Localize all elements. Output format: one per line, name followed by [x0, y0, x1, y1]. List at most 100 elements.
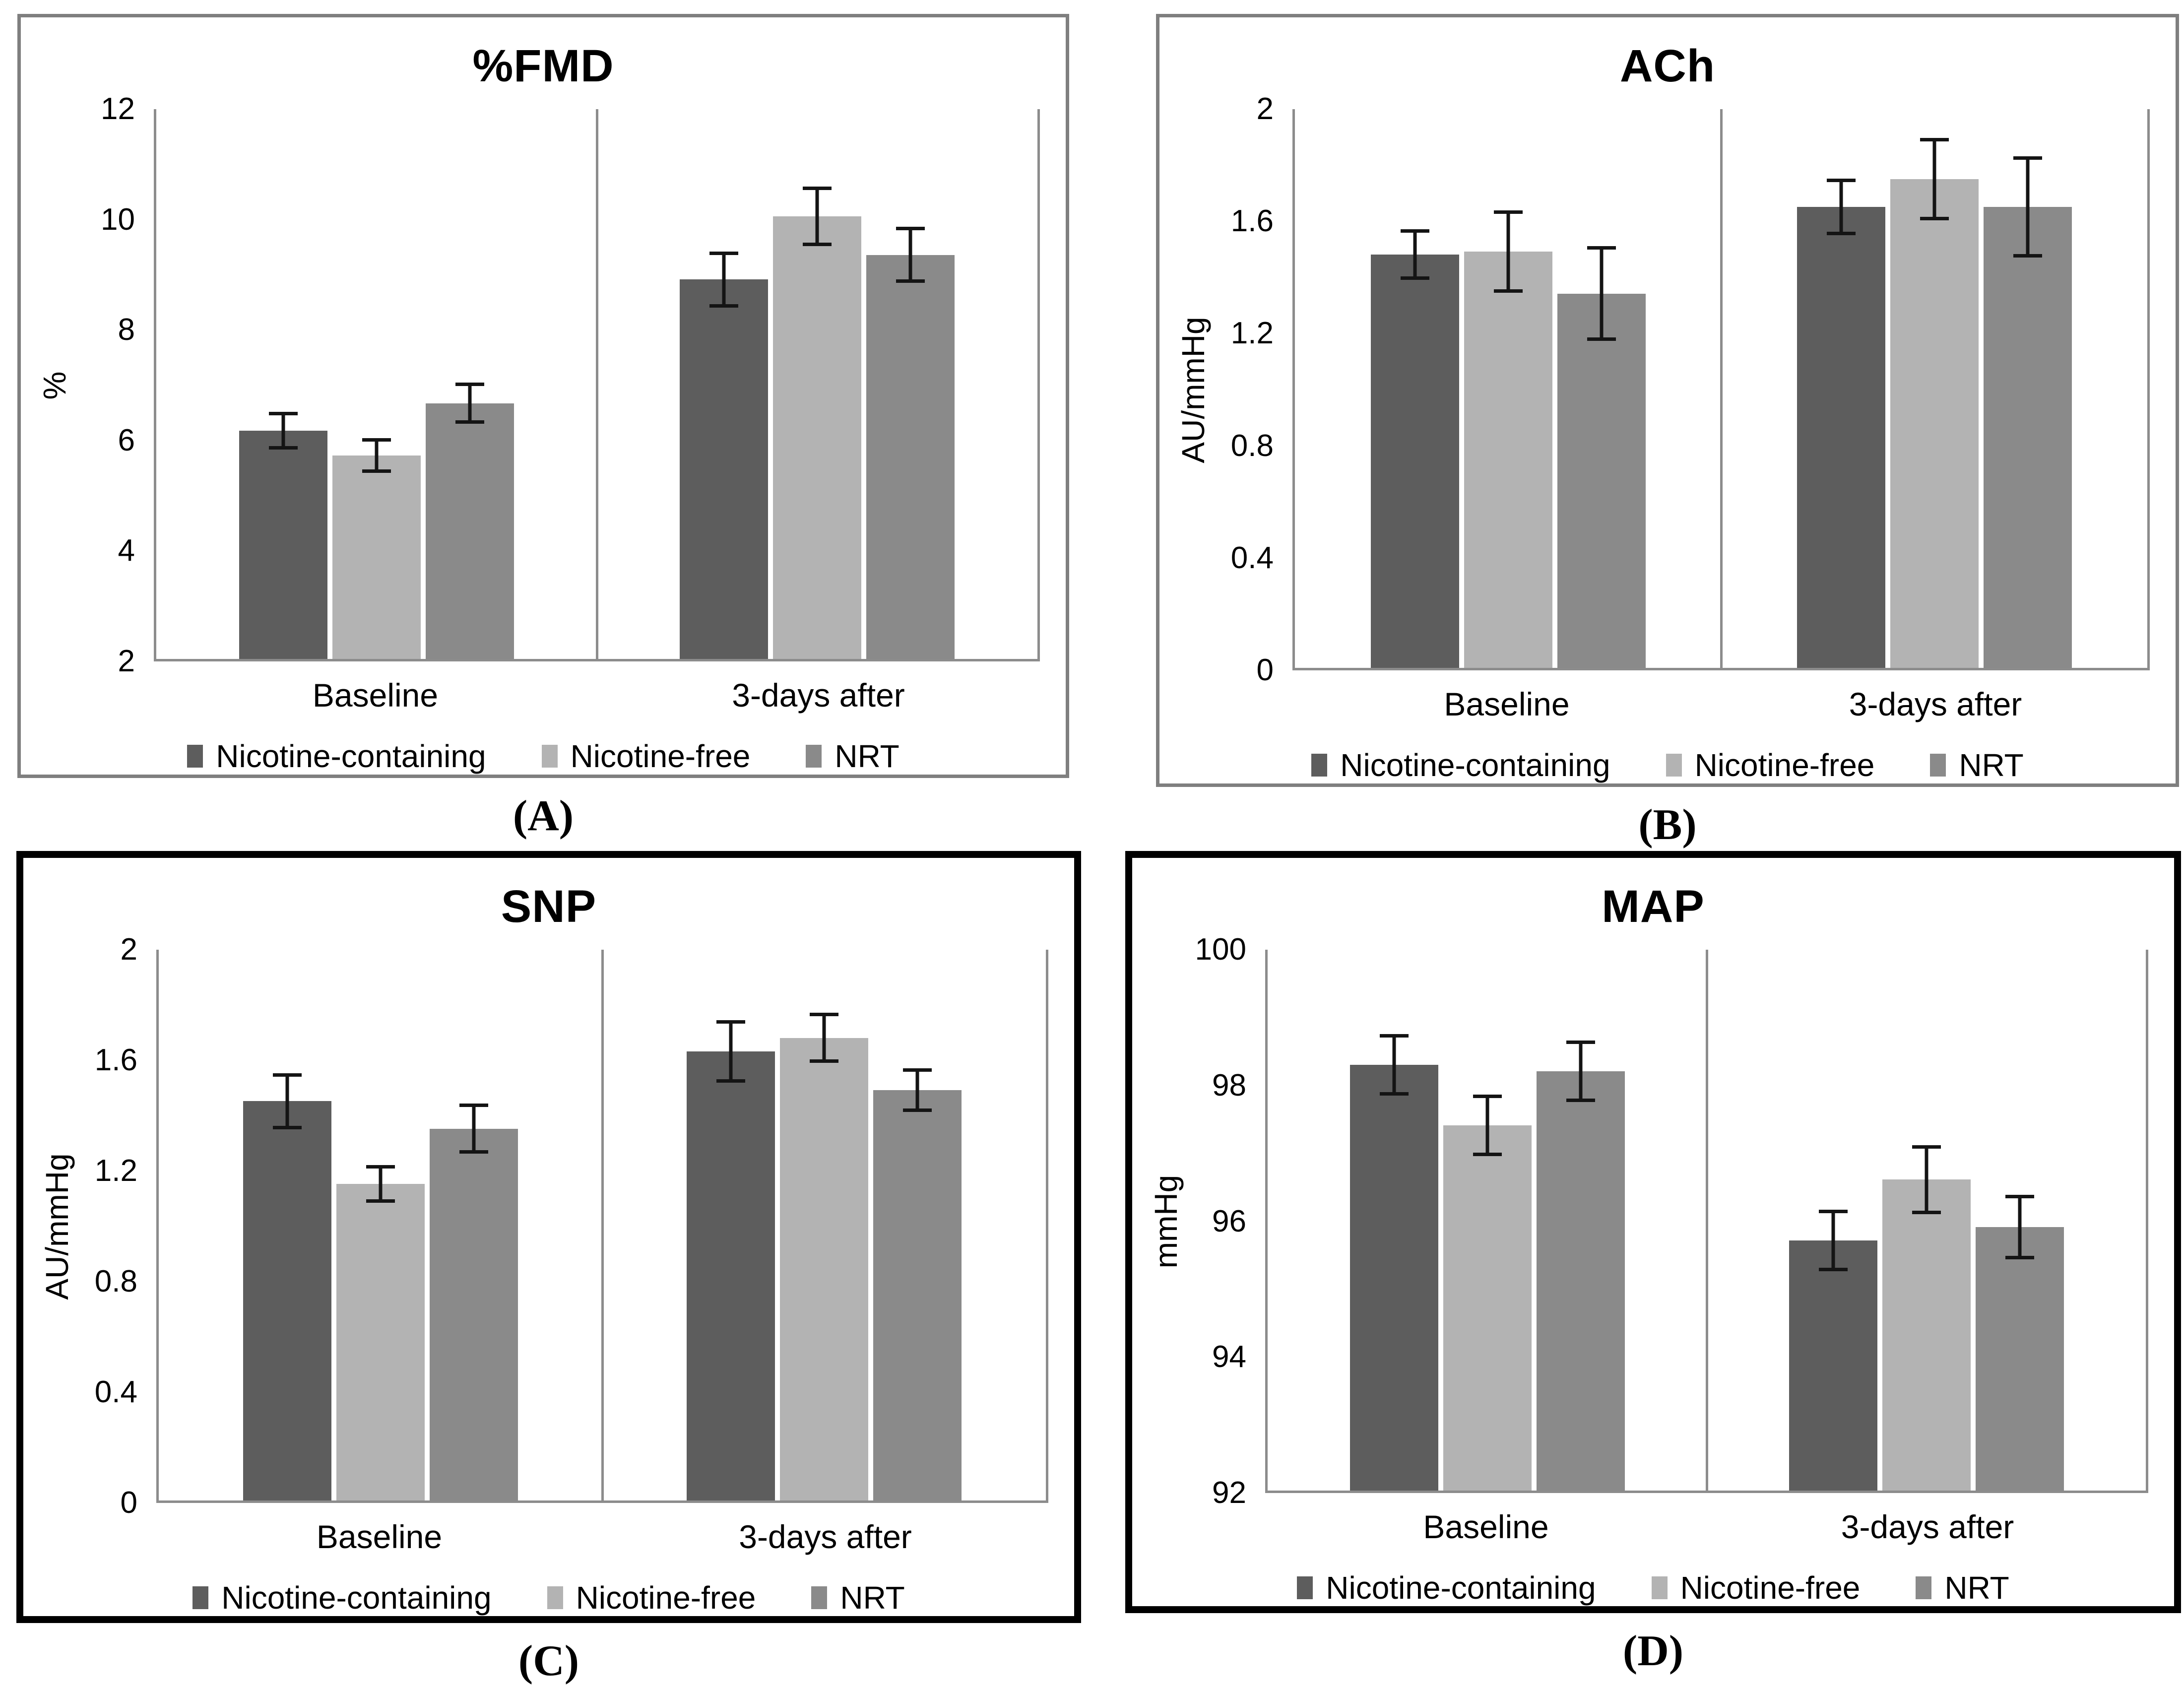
panel-letter: (D): [1622, 1627, 1684, 1675]
y-tick-label: 1.6: [94, 1043, 137, 1077]
x-axis-labels: Baseline 3-days after: [21, 661, 1066, 714]
error-bar-line: [908, 227, 912, 283]
y-axis-label-zone: %: [31, 109, 78, 661]
bar-fill: [687, 1051, 775, 1500]
error-bar-line: [1932, 137, 1936, 220]
bar-fill: [866, 255, 955, 659]
error-bar-cap: [803, 243, 832, 247]
y-tick-label: 0.8: [1230, 428, 1274, 463]
y-axis-ticks: 92 94 96 98 100: [1190, 934, 1265, 1508]
error-bar: [1818, 1209, 1848, 1271]
bar-fill: [1536, 1071, 1625, 1491]
bar: [336, 1165, 425, 1500]
error-bar: [1473, 1095, 1502, 1157]
bar: [1890, 137, 1979, 668]
bar-fill: [239, 431, 327, 659]
error-bar-line: [822, 1013, 826, 1063]
legend-label: Nicotine-containing: [221, 1580, 492, 1616]
error-bar-cap: [459, 1150, 488, 1154]
legend-label: Nicotine-containing: [216, 738, 486, 774]
category-separator-line: [596, 109, 598, 659]
bar-fill: [1557, 293, 1646, 668]
bar-fill: [1443, 1125, 1532, 1491]
panel-d-box: MAP mmHg 92 94 96 98 100 Baseline 3-days afte…: [1125, 851, 2181, 1613]
category-separator-line: [1706, 950, 1708, 1491]
x-category-label: Baseline: [316, 1518, 443, 1555]
legend-item: Nicotine-containing: [193, 1579, 492, 1616]
error-bar-cap: [273, 1125, 302, 1129]
error-bar-line: [472, 1104, 476, 1154]
x-category-label: Baseline: [1444, 686, 1570, 722]
legend-label: NRT: [1959, 747, 2024, 783]
error-bar-cap: [1400, 276, 1429, 280]
error-bar-cap: [810, 1059, 838, 1063]
error-bar-line: [1600, 246, 1603, 341]
y-tick-label: 1.2: [1230, 316, 1274, 351]
bar-group: [159, 950, 602, 1500]
y-tick-label: 10: [101, 202, 135, 237]
y-tick-label: 0: [120, 1486, 137, 1520]
y-tick-label: 2: [118, 644, 135, 678]
error-bar-line: [379, 1165, 383, 1203]
bar-fill: [426, 403, 514, 659]
error-bar: [1826, 178, 1856, 236]
bar: [1536, 1041, 1625, 1491]
legend-item: Nicotine-containing: [1297, 1569, 1596, 1606]
legend-item: Nicotine-free: [541, 738, 750, 775]
plot-area: [156, 950, 1048, 1503]
error-bar-cap: [903, 1108, 932, 1112]
bar-fill: [1464, 252, 1552, 668]
chart-area: % 2 4 6 8 10 12: [21, 92, 1066, 677]
category-separator-line: [601, 950, 604, 1500]
bar: [1789, 1209, 1877, 1491]
x-category-label: Baseline: [312, 677, 439, 714]
bar-fill: [1370, 254, 1459, 668]
bar-fill: [1983, 207, 2072, 668]
error-bar-cap: [1818, 1267, 1848, 1271]
plot-area: [1292, 109, 2150, 670]
bar: [1797, 178, 1885, 668]
y-tick-label: 96: [1212, 1204, 1246, 1238]
bar-fill: [780, 1038, 868, 1500]
panel-a-box: %FMD % 2 4 6 8 10 12 Baseline 3-days after Nic…: [17, 14, 1069, 778]
error-bar: [709, 251, 738, 308]
panel-b-cell: ACh AU/mmHg 0 0.4 0.8 1.2 1.6 2 Baseline 3-day…: [1156, 14, 2179, 850]
plot-area: [1265, 950, 2148, 1493]
error-bar-line: [1413, 229, 1416, 280]
x-category-label: 3-days after: [739, 1518, 912, 1555]
chart-area: mmHg 92 94 96 98 100: [1132, 933, 2174, 1508]
legend-item: NRT: [811, 1579, 905, 1616]
bar: [426, 383, 514, 659]
bar-group: [1268, 950, 1707, 1491]
panel-letter: (C): [518, 1637, 579, 1685]
bar: [1443, 1095, 1532, 1491]
legend-marker-icon: [1651, 1576, 1668, 1599]
y-tick-label: 1.6: [1230, 204, 1274, 239]
error-bar-cap: [1566, 1099, 1595, 1103]
legend-item: Nicotine-containing: [1311, 747, 1610, 783]
error-bar: [1587, 246, 1616, 341]
chart-title: MAP: [1602, 881, 1705, 932]
bar-fill: [873, 1090, 962, 1500]
error-bar-cap: [1473, 1153, 1502, 1157]
y-axis-label: AU/mmHg: [1175, 316, 1211, 463]
legend-item: NRT: [1930, 747, 2024, 783]
chart-area: AU/mmHg 0 0.4 0.8 1.2 1.6 2: [23, 933, 1074, 1518]
panel-letter: (A): [513, 792, 574, 840]
bar-group: [156, 109, 597, 659]
x-category-label: 3-days after: [1849, 686, 2022, 722]
legend-marker-icon: [1311, 754, 1328, 777]
bar-group: [602, 950, 1046, 1500]
bar-fill: [773, 216, 861, 659]
legend-label: Nicotine-free: [1680, 1570, 1861, 1606]
error-bar-line: [2018, 1194, 2021, 1259]
error-bar: [903, 1068, 932, 1112]
legend-marker-icon: [1916, 1576, 1932, 1599]
y-tick-label: 6: [118, 423, 135, 457]
error-bar-line: [915, 1068, 919, 1112]
x-axis-labels: Baseline 3-days after: [1132, 1493, 2174, 1546]
legend-item: NRT: [806, 738, 899, 775]
error-bar: [459, 1104, 488, 1154]
bar-group: [1707, 950, 2146, 1491]
